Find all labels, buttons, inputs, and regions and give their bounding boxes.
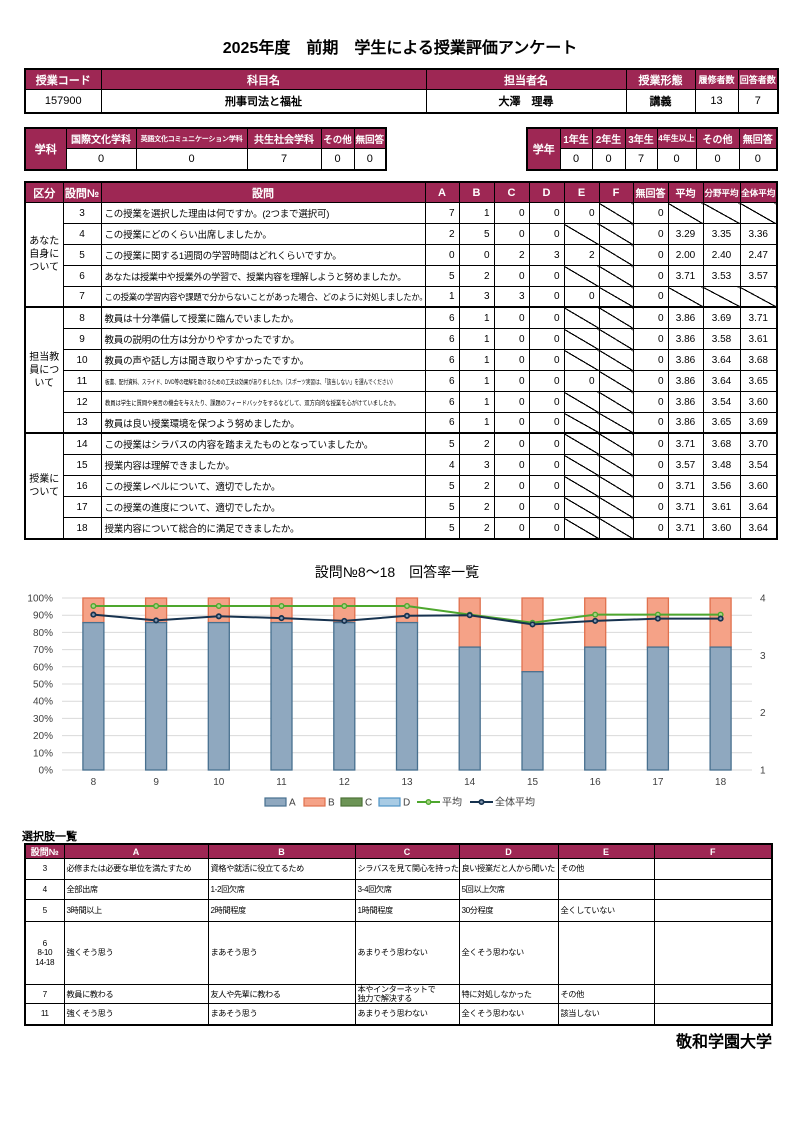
svg-text:40%: 40% bbox=[33, 697, 53, 708]
svg-text:0%: 0% bbox=[39, 766, 54, 777]
svg-text:70%: 70% bbox=[33, 645, 53, 656]
svg-text:13: 13 bbox=[401, 777, 413, 788]
svg-text:平均: 平均 bbox=[442, 796, 462, 809]
svg-text:17: 17 bbox=[652, 777, 664, 788]
svg-text:20%: 20% bbox=[33, 731, 53, 742]
svg-text:18: 18 bbox=[715, 777, 727, 788]
svg-text:8: 8 bbox=[91, 777, 97, 788]
svg-text:A: A bbox=[289, 798, 296, 809]
svg-text:9: 9 bbox=[153, 777, 159, 788]
svg-text:C: C bbox=[365, 798, 372, 809]
svg-text:10%: 10% bbox=[33, 748, 53, 759]
svg-text:11: 11 bbox=[276, 777, 287, 788]
svg-text:4: 4 bbox=[760, 594, 766, 605]
svg-text:2: 2 bbox=[760, 708, 766, 719]
svg-text:60%: 60% bbox=[33, 662, 53, 673]
svg-text:50%: 50% bbox=[33, 680, 53, 691]
svg-text:10: 10 bbox=[213, 777, 225, 788]
svg-text:16: 16 bbox=[590, 777, 602, 788]
svg-text:全体平均: 全体平均 bbox=[495, 796, 535, 809]
svg-text:80%: 80% bbox=[33, 628, 53, 639]
svg-text:D: D bbox=[403, 798, 410, 809]
svg-text:30%: 30% bbox=[33, 714, 53, 725]
svg-text:14: 14 bbox=[464, 777, 476, 788]
svg-text:B: B bbox=[328, 798, 335, 809]
svg-text:90%: 90% bbox=[33, 611, 53, 622]
svg-text:3: 3 bbox=[760, 651, 766, 662]
svg-text:設問№8～18 回答率一覧: 設問№8～18 回答率一覧 bbox=[315, 564, 479, 580]
svg-text:1: 1 bbox=[760, 766, 766, 777]
svg-text:100%: 100% bbox=[27, 594, 53, 605]
svg-text:15: 15 bbox=[527, 777, 539, 788]
svg-text:12: 12 bbox=[339, 777, 351, 788]
